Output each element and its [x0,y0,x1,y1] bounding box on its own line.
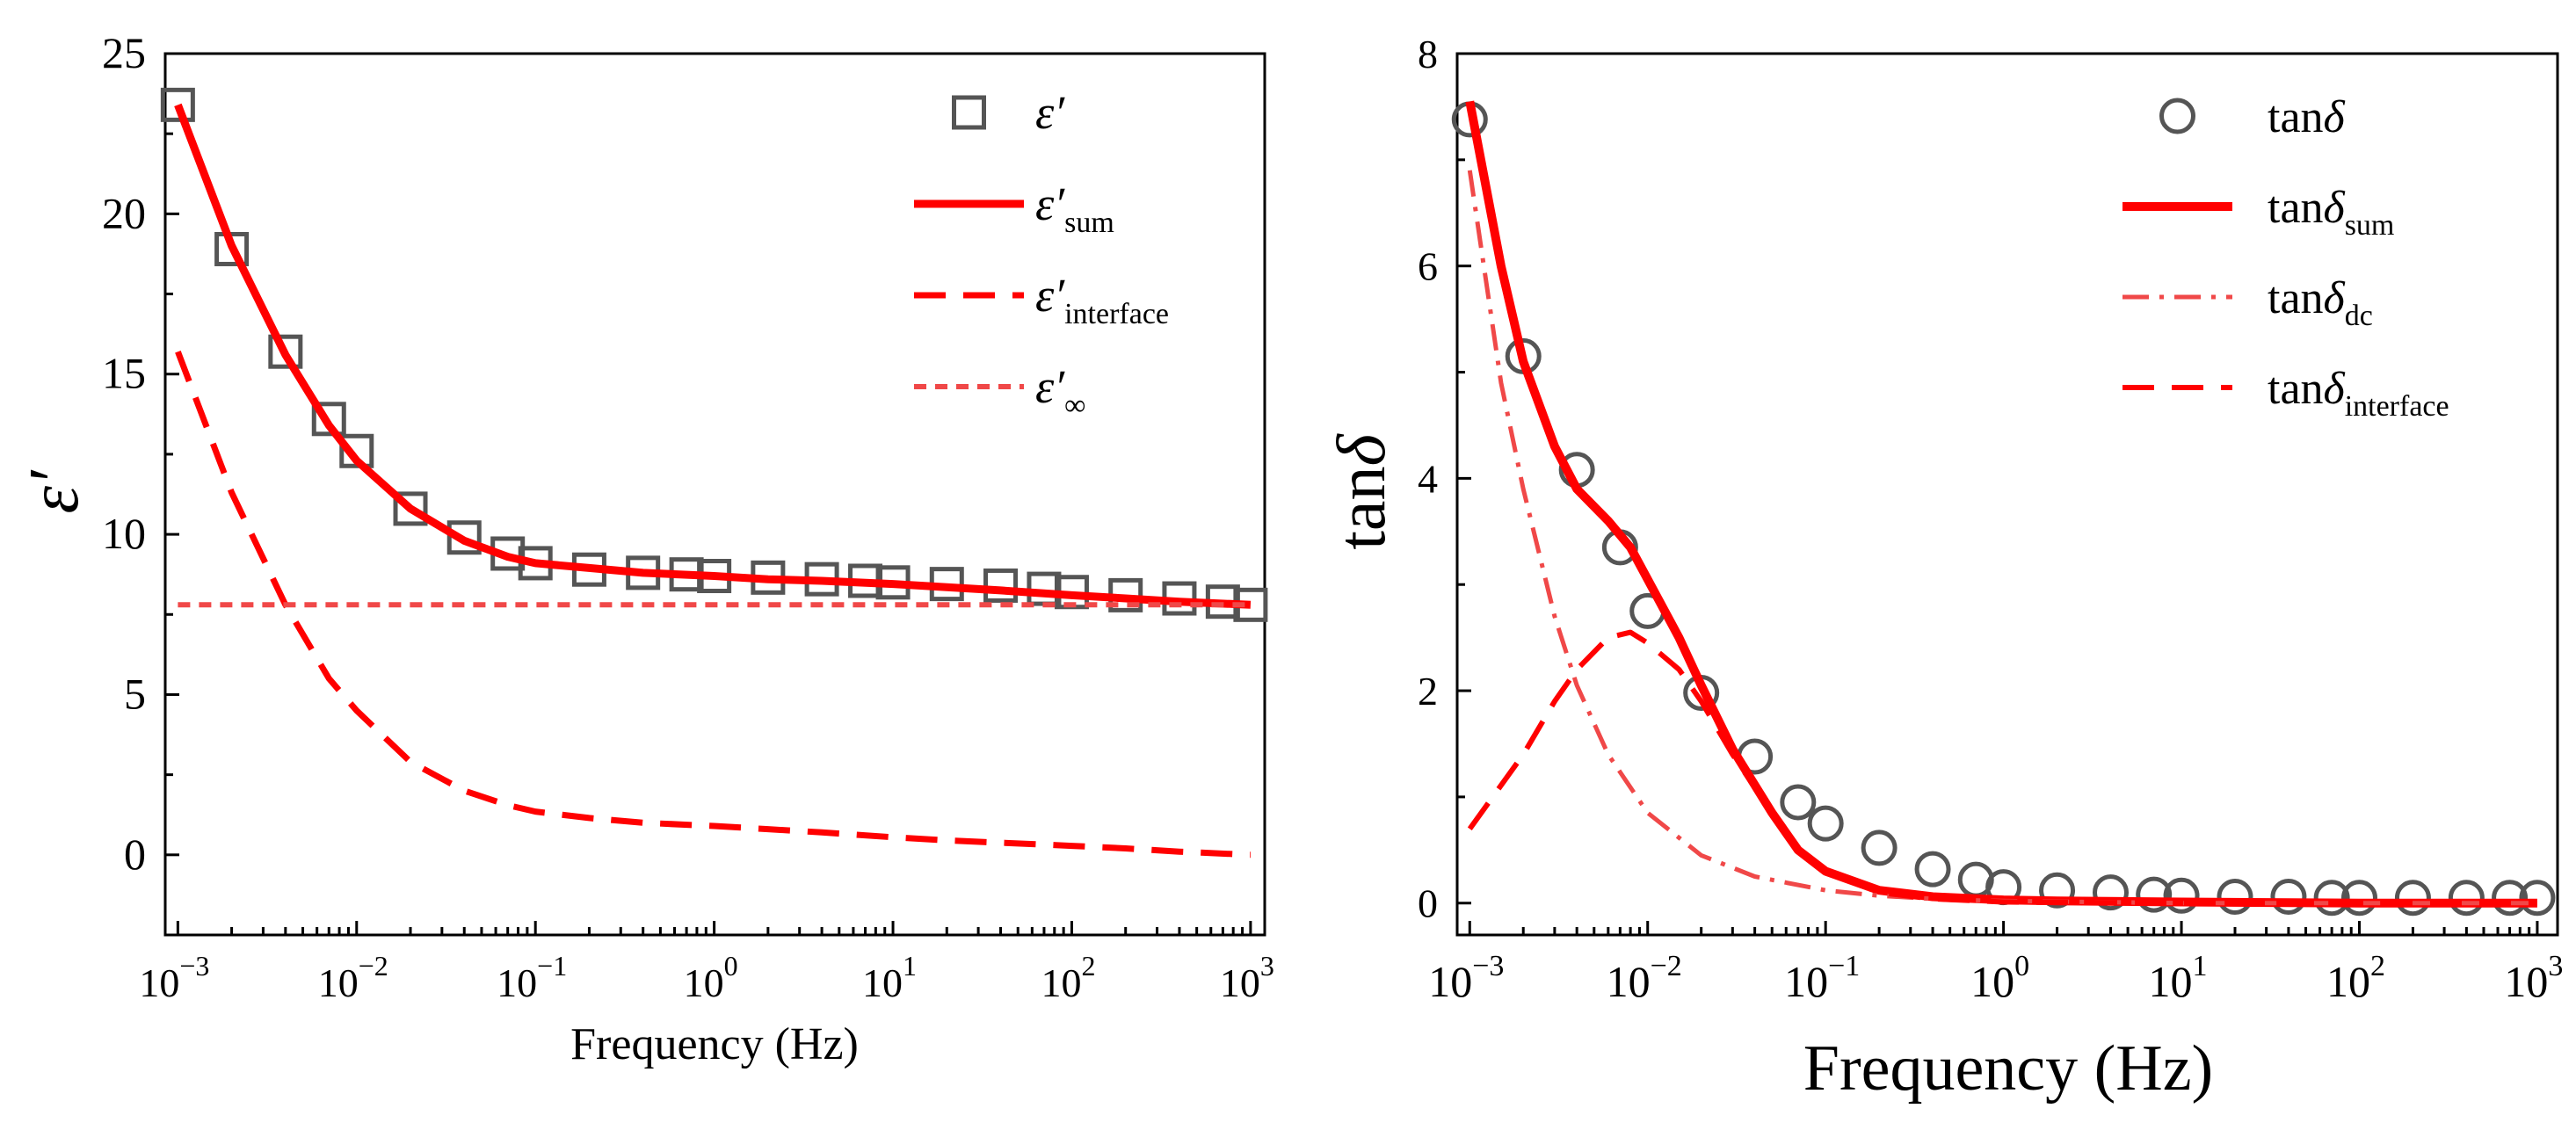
y-tick-label: 5 [124,669,146,718]
legend-label: tanδ [2268,92,2346,142]
data-point-circle [2217,878,2253,915]
y-tick-label: 8 [1418,32,1438,76]
data-point-circle [2136,876,2173,913]
x-axis-title: Frequency (Hz) [1803,1032,2213,1105]
y-tick-label: 20 [102,188,146,237]
y-tick-label: 2 [1418,669,1438,714]
x-tick-label: 10−2 [1607,950,1682,1006]
data-point-circle [1914,851,1951,888]
y-tick-label: 4 [1418,456,1438,501]
data-point-circle [2492,880,2529,917]
data-point-circle [2313,880,2350,917]
legend-label: ε′ [1035,86,1065,139]
x-tick-label: 102 [2326,950,2385,1006]
plot-frame [163,52,1266,937]
data-point-square [393,491,428,526]
data-point-square [160,87,195,122]
chart-marks [160,87,1268,859]
y-tick-label: 10 [102,509,146,558]
legend-marker-square [952,95,986,130]
data-point-circle [1861,830,1898,866]
data-point-square [311,402,346,437]
data-point-circle [2340,880,2377,917]
series-line-dc [1467,170,2537,906]
legend-label: tanδsum [2268,183,2394,242]
legend: ε′ ε′sum ε′interface ε′∞ [914,86,1169,422]
chart-permittivity: 10−3 10−2 10−1 100 101 102 103 0 5 10 15 20 25 Frequ… [16,28,1274,1069]
data-point-circle [2448,880,2485,917]
series-line-sum [174,103,1252,609]
x-tick-label: 10−1 [1784,950,1860,1006]
x-tick-label: 102 [1041,950,1095,1005]
x-tick-label: 100 [1970,950,2029,1006]
x-tick-label: 100 [684,950,738,1005]
x-tick-label: 101 [862,950,917,1005]
y-tick-label: 0 [1418,881,1438,926]
y-tick-label: 15 [102,349,146,398]
y-tick-label: 0 [124,830,146,879]
series-line-interface [1467,629,2537,906]
y-axis-title: tanδ [1323,432,1399,549]
x-tick-label: 101 [2149,950,2208,1006]
x-tick-label: 10−3 [1428,950,1504,1006]
chart-loss-tangent: 10−3 10−2 10−1 100 101 102 103 0 2 4 6 8 Frequency … [1323,32,2563,1105]
data-point-square [339,433,374,468]
data-point-circle [2039,872,2076,909]
legend: tanδ tanδsum tanδdc tanδinterface [2122,92,2449,423]
legend-label: ε′sum [1035,178,1114,239]
data-point-circle [2394,880,2431,917]
x-tick-label: 10−3 [139,950,209,1005]
x-tick-label: 103 [2504,950,2563,1006]
data-point-circle [1780,784,1817,821]
y-tick-label: 6 [1418,244,1438,289]
x-axis-title: Frequency (Hz) [570,1019,859,1069]
y-axis-title: ε′ [16,469,93,514]
legend-label: ε′∞ [1035,360,1085,422]
x-tick-label: 10−1 [497,950,567,1005]
x-tick-label: 103 [1220,950,1274,1005]
legend-label: tanδinterface [2268,364,2449,423]
data-point-square [214,231,250,266]
axis-ticks: 10−3 10−2 10−1 100 101 102 103 0 5 10 15 20 25 [102,28,1274,1005]
data-point-circle [1807,805,1844,842]
y-tick-label: 25 [102,28,146,77]
plot-frame [1455,52,2559,937]
legend-label: tanδdc [2268,273,2373,332]
legend-marker-circle [2159,98,2195,134]
axis-ticks: 10−3 10−2 10−1 100 101 102 103 0 2 4 6 8 [1418,32,2563,1006]
data-point-square [268,334,303,369]
data-point-square [983,568,1019,603]
data-point-circle [2092,874,2129,911]
chart-marks [1451,100,2556,917]
x-tick-label: 10−2 [318,950,388,1005]
data-point-square [446,520,482,555]
series-line-interface [175,350,1252,859]
legend-label: ε′interface [1035,269,1169,330]
data-point-circle [2519,880,2556,917]
data-point-circle [2270,878,2307,915]
data-point-circle [2163,877,2200,914]
